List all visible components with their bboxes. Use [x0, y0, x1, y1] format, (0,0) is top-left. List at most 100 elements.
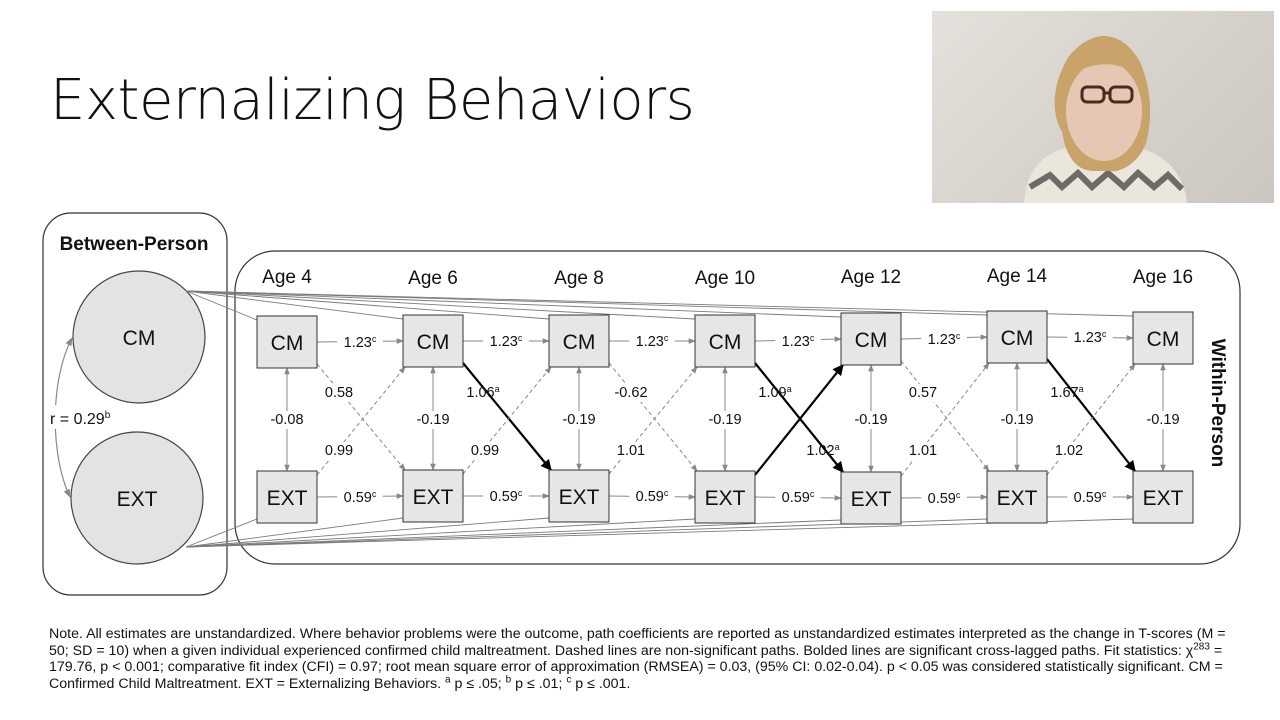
between-ext-to-ext-3	[185, 518, 696, 548]
ext-node-age-0	[256, 470, 318, 524]
cm-node-label: CM	[1147, 328, 1180, 351]
between-ext-node	[70, 431, 204, 565]
figure-note: Note. All estimates are unstandardized. …	[49, 626, 1226, 692]
between-cm-to-cm-0	[185, 290, 258, 321]
ext-to-cm-coef: 1.02	[1055, 443, 1083, 459]
cm-to-ext-crosslag-0	[316, 363, 406, 471]
cm-to-ext-crosslag-3	[754, 362, 844, 473]
ext-autoregressive-coef: 0.59c	[782, 489, 815, 506]
between-person-label: Between-Person	[60, 234, 209, 255]
between-cm-to-cm-3	[185, 290, 696, 320]
ext-to-cm-coef: 1.02a	[806, 442, 839, 459]
age-label: Age 14	[987, 266, 1048, 287]
age-label: Age 6	[408, 268, 458, 289]
between-ext-to-ext-4	[185, 519, 842, 548]
between-cm-label: CM	[123, 327, 156, 350]
ext-autoregressive-coef: 0.59c	[928, 490, 961, 507]
within-covariance-coef: -0.08	[270, 412, 303, 428]
ext-node-label: EXT	[413, 486, 454, 509]
ext-to-cm-crosslag-3	[754, 364, 844, 476]
cm-node-age-3	[694, 314, 756, 368]
age-label: Age 8	[554, 268, 604, 289]
cm-node-label: CM	[417, 331, 450, 354]
between-ext-to-ext-2	[185, 517, 550, 548]
cm-autoregressive-coef: 1.23c	[1074, 329, 1107, 346]
cm-to-ext-crosslag-4	[900, 360, 990, 472]
cm-to-ext-coef: 0.57	[909, 385, 937, 401]
ext-to-cm-coef: 0.99	[325, 443, 353, 459]
cm-node-label: CM	[1001, 327, 1034, 350]
ext-autoregressive-coef: 0.59c	[1074, 489, 1107, 506]
between-cm-to-cm-2	[185, 290, 550, 320]
ext-node-age-3	[694, 470, 756, 524]
ext-node-age-6	[1132, 470, 1194, 524]
cm-node-age-1	[402, 314, 464, 368]
age-label: Age 16	[1133, 267, 1193, 288]
presenter-video	[932, 11, 1274, 203]
cm-to-ext-coef: 1.06a	[466, 384, 499, 401]
ext-node-label: EXT	[1143, 487, 1184, 510]
cm-node-age-4	[840, 312, 902, 366]
ext-node-label: EXT	[705, 487, 746, 510]
cm-to-ext-coef: 0.58	[325, 385, 353, 401]
cm-autoregressive-coef: 1.23c	[636, 333, 669, 350]
cm-node-age-5	[986, 310, 1048, 364]
ext-node-age-1	[402, 469, 464, 523]
between-ext-label: EXT	[117, 488, 158, 511]
ext-node-label: EXT	[997, 487, 1038, 510]
cm-autoregressive-coef: 1.23c	[928, 331, 961, 348]
ext-node-age-5	[986, 470, 1048, 524]
ext-to-cm-coef: 1.01	[617, 443, 645, 459]
between-cm-to-cm-1	[185, 290, 404, 320]
between-ext-to-ext-6	[185, 518, 1134, 548]
cm-node-label: CM	[855, 329, 888, 352]
cm-autoregressive-coef: 1.23c	[490, 333, 523, 350]
within-person-label: Within-Person	[1207, 339, 1228, 468]
age-label: Age 12	[841, 267, 901, 288]
within-person-panel	[234, 250, 1241, 565]
cm-autoregressive-coef: 1.23c	[344, 334, 377, 351]
within-covariance-coef: -0.19	[1000, 412, 1033, 428]
person-silhouette-icon	[1024, 35, 1187, 203]
between-cm-node	[72, 270, 206, 404]
within-person-nodes: CM EXT Age 4 CM EXT Age 6 CM EXT Age 8 CM EXT Age 1…	[256, 266, 1194, 525]
cm-to-ext-coef: -0.62	[614, 385, 647, 401]
cm-to-ext-crosslag-1	[462, 362, 552, 471]
age-label: Age 4	[262, 267, 312, 288]
between-ext-to-ext-1	[185, 517, 404, 548]
cm-to-ext-coef: 1.67a	[1050, 384, 1083, 401]
ext-node-age-4	[840, 471, 902, 525]
ext-node-label: EXT	[851, 488, 892, 511]
ext-autoregressive-coef: 0.59c	[490, 488, 523, 505]
path-coefficients: 1.23c 0.59c 0.58 0.99 1.23c 0.59c 1.06a 0.99 1.2…	[262, 329, 1188, 508]
within-covariance-coef: -0.19	[1146, 412, 1179, 428]
ext-autoregressive-coef: 0.59c	[344, 489, 377, 506]
ext-to-cm-coef: 1.01	[909, 443, 937, 459]
ext-node-age-2	[548, 469, 610, 523]
sem-path-diagram: Between-Person Within-Person CM EXT r = …	[42, 212, 1241, 596]
between-cm-to-cm-6	[185, 290, 1134, 317]
between-correlation-value: r = 0.29b	[50, 410, 111, 428]
within-covariance-coef: -0.19	[416, 412, 449, 428]
age-label: Age 10	[695, 268, 755, 289]
ext-node-label: EXT	[267, 487, 308, 510]
cm-node-label: CM	[271, 332, 304, 355]
ext-node-label: EXT	[559, 486, 600, 509]
cm-node-label: CM	[709, 331, 742, 354]
cm-node-label: CM	[563, 331, 596, 354]
ext-to-cm-coef: 0.99	[471, 443, 499, 459]
slide-title: Externalizing Behaviors	[50, 68, 695, 133]
cm-node-age-0	[256, 315, 318, 369]
between-person-panel	[42, 212, 228, 596]
cm-autoregressive-coef: 1.23c	[782, 333, 815, 350]
cm-to-ext-crosslag-5	[1046, 358, 1136, 472]
between-ext-to-ext-0	[185, 518, 258, 548]
cm-to-ext-coef: 1.09a	[758, 384, 791, 401]
within-covariance-coef: -0.19	[854, 412, 887, 428]
within-covariance-coef: -0.19	[562, 412, 595, 428]
cm-to-ext-crosslag-2	[608, 362, 698, 472]
ext-autoregressive-coef: 0.59c	[636, 488, 669, 505]
between-cm-to-cm-5	[185, 290, 988, 316]
cm-node-age-6	[1132, 311, 1194, 365]
between-cm-to-cm-4	[185, 290, 842, 318]
